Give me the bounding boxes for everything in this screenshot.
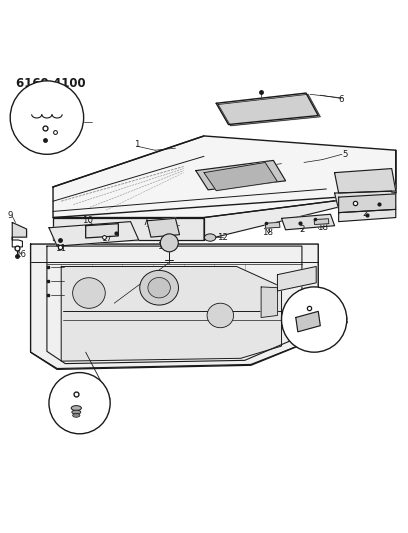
Text: 18: 18 <box>317 223 328 232</box>
Text: 18: 18 <box>262 228 273 237</box>
Polygon shape <box>282 214 335 230</box>
Polygon shape <box>147 219 180 237</box>
Polygon shape <box>53 217 204 240</box>
Text: 6169 4100: 6169 4100 <box>16 77 86 90</box>
Text: 2: 2 <box>362 209 368 218</box>
Ellipse shape <box>204 234 216 241</box>
Ellipse shape <box>73 278 105 308</box>
Polygon shape <box>31 244 318 369</box>
Polygon shape <box>53 136 396 217</box>
Text: 1: 1 <box>134 140 140 149</box>
Ellipse shape <box>71 406 82 410</box>
Polygon shape <box>314 219 329 224</box>
Text: 3: 3 <box>342 317 348 326</box>
Polygon shape <box>204 150 396 240</box>
Text: 7: 7 <box>142 218 148 227</box>
Polygon shape <box>216 93 318 125</box>
Ellipse shape <box>140 270 179 305</box>
Circle shape <box>10 81 84 154</box>
Text: 14: 14 <box>96 407 106 416</box>
Ellipse shape <box>207 303 233 328</box>
Text: 9: 9 <box>7 211 13 220</box>
Text: 8: 8 <box>349 197 355 206</box>
Polygon shape <box>86 224 118 238</box>
Text: 5: 5 <box>342 150 348 159</box>
Ellipse shape <box>72 410 81 414</box>
Polygon shape <box>204 163 277 191</box>
Text: 2: 2 <box>299 225 305 235</box>
Polygon shape <box>335 191 396 209</box>
Polygon shape <box>261 287 277 318</box>
Text: 13: 13 <box>157 243 168 252</box>
Polygon shape <box>339 209 396 222</box>
Text: 4: 4 <box>44 130 50 139</box>
Circle shape <box>49 373 110 434</box>
Text: 16: 16 <box>15 250 26 259</box>
Polygon shape <box>335 168 396 193</box>
Circle shape <box>282 287 347 352</box>
Polygon shape <box>218 94 320 126</box>
Text: 10: 10 <box>82 216 93 225</box>
Polygon shape <box>296 311 320 332</box>
Polygon shape <box>196 160 286 190</box>
Polygon shape <box>277 266 316 291</box>
Ellipse shape <box>148 278 171 298</box>
Text: 15: 15 <box>70 398 81 407</box>
Polygon shape <box>12 222 27 237</box>
Circle shape <box>160 234 178 252</box>
Polygon shape <box>339 194 396 213</box>
Text: 17: 17 <box>101 235 111 243</box>
Text: 6: 6 <box>338 95 344 104</box>
Polygon shape <box>61 266 282 361</box>
Ellipse shape <box>73 414 80 417</box>
Text: 11: 11 <box>55 244 66 253</box>
Text: 12: 12 <box>217 232 228 241</box>
Polygon shape <box>265 222 280 228</box>
Polygon shape <box>49 222 139 246</box>
